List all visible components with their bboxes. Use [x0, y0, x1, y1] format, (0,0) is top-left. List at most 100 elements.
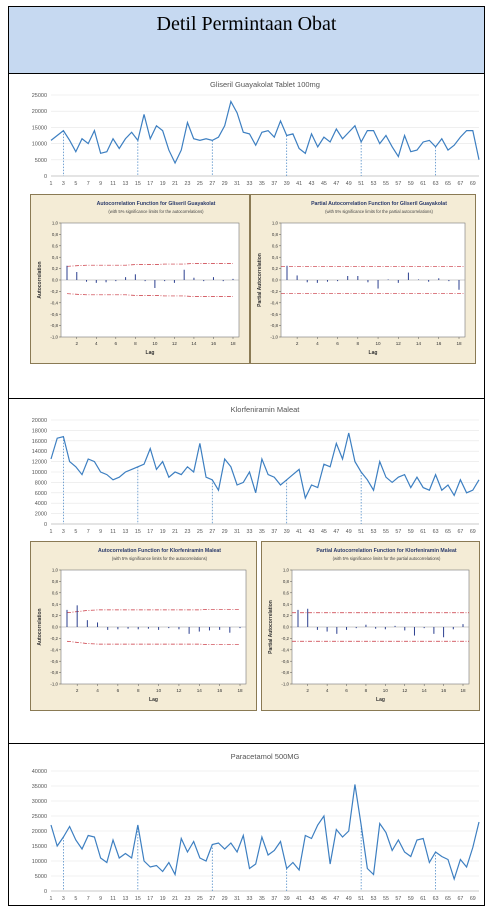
- acf-title: Autocorrelation Function for Klorfeniram…: [98, 548, 221, 554]
- y-tick-label: 0,2: [272, 266, 279, 271]
- y-tick-label: 0,0: [52, 625, 59, 630]
- y-tick-label: 40000: [32, 769, 47, 775]
- y-tick-label: -0,8: [270, 323, 278, 328]
- x-tick-label: 6: [345, 688, 348, 693]
- x-tick-label: 47: [333, 896, 339, 902]
- x-tick-label: 35: [259, 181, 265, 187]
- x-tick-label: 6: [115, 341, 118, 346]
- x-tick-label: 7: [87, 896, 90, 902]
- x-tick-label: 45: [321, 896, 327, 902]
- x-tick-label: 13: [122, 181, 128, 187]
- x-tick-label: 9: [99, 529, 102, 535]
- y-tick-label: -0,8: [281, 670, 289, 675]
- y-tick-label: 16000: [32, 439, 47, 445]
- x-tick-label: 14: [422, 688, 428, 693]
- y-tick-label: 0,6: [52, 590, 59, 595]
- x-tick-label: 45: [321, 181, 327, 187]
- y-tick-label: -0,6: [270, 312, 278, 317]
- x-tick-label: 6: [117, 688, 120, 693]
- y-tick-label: 0,2: [52, 613, 59, 618]
- y-tick-label: 0: [44, 522, 47, 528]
- x-tick-label: 31: [234, 181, 240, 187]
- x-tick-label: 53: [371, 181, 377, 187]
- x-tick-label: 15: [135, 896, 141, 902]
- y-tick-label: -0,2: [50, 636, 58, 641]
- x-tick-label: 6: [336, 341, 339, 346]
- x-tick-label: 43: [309, 529, 315, 535]
- x-tick-label: 12: [172, 341, 178, 346]
- y-tick-label: 18000: [32, 428, 47, 434]
- x-tick-label: 12: [176, 688, 182, 693]
- x-tick-label: 4: [95, 341, 98, 346]
- x-tick-label: 23: [185, 181, 191, 187]
- x-tick-label: 33: [247, 896, 253, 902]
- x-tick-label: 14: [197, 688, 203, 693]
- x-tick-label: 65: [445, 896, 451, 902]
- x-tick-label: 57: [395, 529, 401, 535]
- x-tick-label: 55: [383, 181, 389, 187]
- y-tick-label: 1,0: [52, 568, 59, 573]
- y-tick-label: 20000: [32, 418, 47, 424]
- acf-subtitle: (with 5% significance limits for the aut…: [108, 209, 204, 214]
- x-tick-label: 8: [137, 688, 140, 693]
- x-tick-label: 16: [217, 688, 223, 693]
- x-tick-label: 25: [197, 896, 203, 902]
- x-tick-label: 31: [234, 896, 240, 902]
- x-axis-label: Lag: [376, 697, 385, 703]
- x-tick-label: 37: [271, 529, 277, 535]
- x-tick-label: 69: [470, 181, 476, 187]
- x-tick-label: 9: [99, 896, 102, 902]
- x-tick-label: 61: [420, 896, 426, 902]
- upper-limit-line: [66, 263, 233, 267]
- x-tick-label: 59: [408, 181, 414, 187]
- series-line: [50, 784, 480, 881]
- y-tick-label: 0: [44, 174, 47, 180]
- x-tick-label: 51: [358, 529, 364, 535]
- x-tick-label: 2: [306, 688, 309, 693]
- x-tick-label: 67: [457, 529, 463, 535]
- x-tick-label: 18: [230, 341, 236, 346]
- y-tick-label: 1,0: [283, 568, 290, 573]
- series-line: [50, 99, 480, 165]
- pacf-panel-gliseril: Partial Autocorrelation Function for Gli…: [250, 194, 476, 364]
- chart-title: Gliseril Guayakolat Tablet 100mg: [210, 80, 320, 89]
- x-tick-label: 15: [135, 181, 141, 187]
- x-tick-label: 49: [346, 896, 352, 902]
- y-tick-label: 1,0: [52, 221, 59, 226]
- x-tick-label: 35: [259, 896, 265, 902]
- x-tick-label: 8: [357, 341, 360, 346]
- y-tick-label: 30000: [32, 799, 47, 805]
- x-tick-label: 5: [74, 896, 77, 902]
- x-tick-label: 67: [457, 896, 463, 902]
- x-tick-label: 55: [383, 529, 389, 535]
- x-tick-label: 10: [375, 341, 381, 346]
- acf-subtitle: (with 5% significance limits for the aut…: [112, 556, 208, 561]
- x-tick-label: 27: [209, 181, 215, 187]
- y-tick-label: -0,2: [281, 636, 289, 641]
- y-tick-label: 0,4: [272, 255, 279, 260]
- chart-title: Klorfeniramin Maleat: [231, 405, 301, 414]
- y-tick-label: 35000: [32, 784, 47, 790]
- x-tick-label: 18: [460, 688, 466, 693]
- acf-title: Partial Autocorrelation Function for Klo…: [316, 548, 456, 554]
- y-tick-label: 25000: [32, 814, 47, 820]
- acf-subtitle: (with 5% significance limits for the par…: [333, 556, 441, 561]
- x-tick-label: 18: [237, 688, 243, 693]
- x-tick-label: 63: [433, 896, 439, 902]
- y-tick-label: -1,0: [270, 335, 278, 340]
- y-tick-label: 0,0: [272, 278, 279, 283]
- x-tick-label: 39: [284, 529, 290, 535]
- page-title: Detil Permintaan Obat: [156, 13, 337, 35]
- x-tick-label: 27: [209, 896, 215, 902]
- x-tick-label: 23: [185, 529, 191, 535]
- x-tick-label: 14: [191, 341, 197, 346]
- x-tick-label: 21: [172, 181, 178, 187]
- y-axis-label: Partial Autocorrelation: [268, 600, 274, 654]
- y-tick-label: 0,4: [52, 255, 59, 260]
- y-tick-label: -0,4: [281, 647, 289, 652]
- y-tick-label: 0,4: [52, 602, 59, 607]
- x-tick-label: 65: [445, 529, 451, 535]
- x-tick-label: 4: [316, 341, 319, 346]
- y-tick-label: 0,2: [283, 613, 290, 618]
- x-tick-label: 10: [156, 688, 162, 693]
